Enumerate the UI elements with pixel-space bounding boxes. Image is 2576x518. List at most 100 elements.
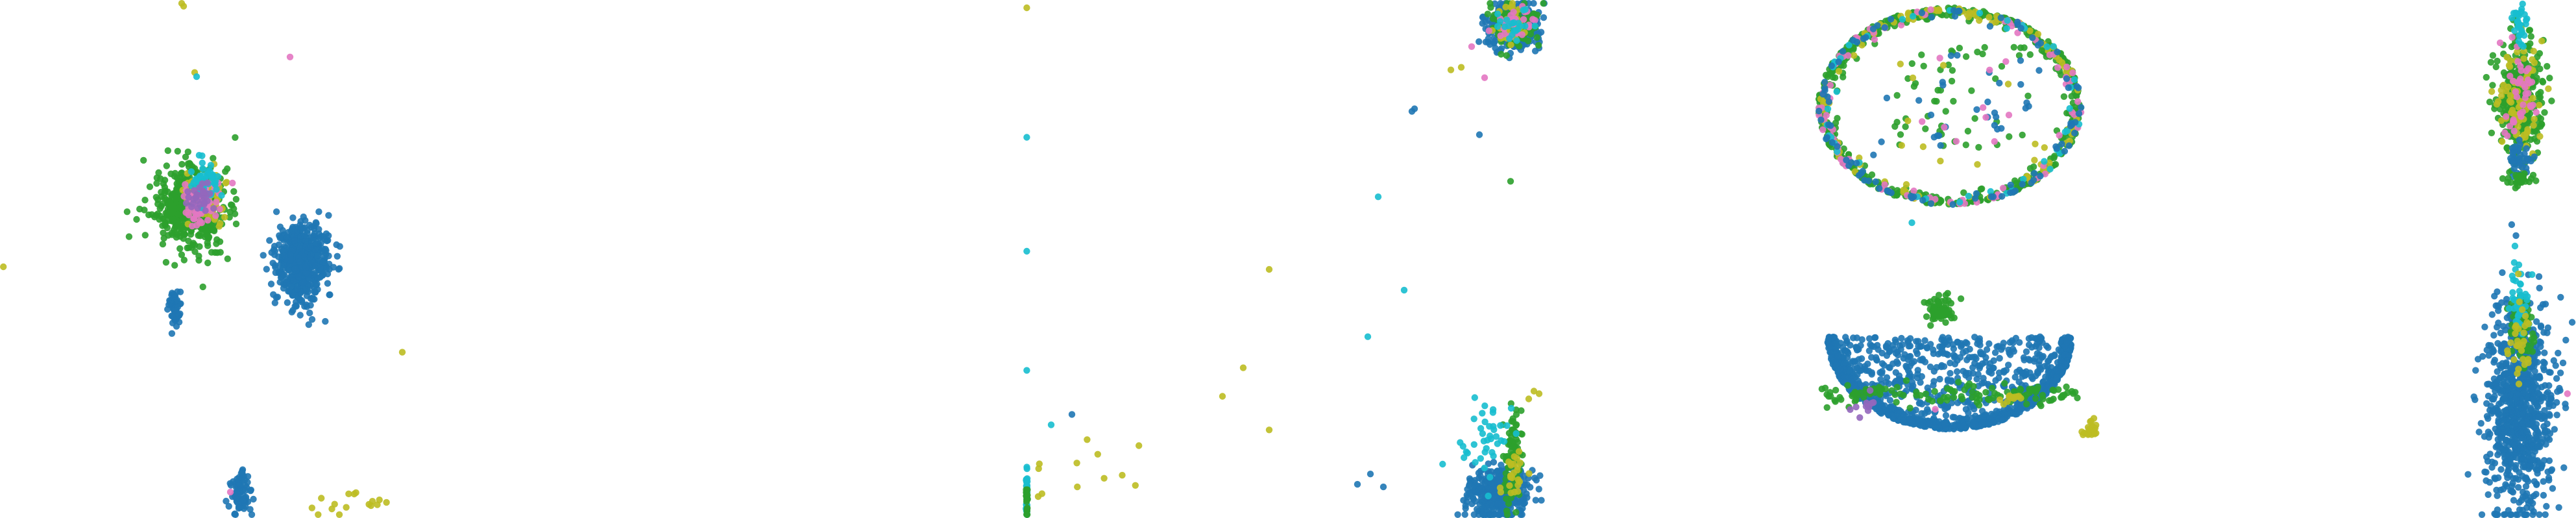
scatter-point bbox=[306, 221, 313, 228]
scatter-point bbox=[1969, 10, 1976, 18]
scatter-point bbox=[1535, 486, 1542, 493]
scatter-point bbox=[1834, 143, 1841, 150]
scatter-point bbox=[204, 259, 212, 267]
scatter-point bbox=[185, 238, 192, 245]
scatter-point bbox=[183, 199, 190, 207]
scatter-point bbox=[1400, 286, 1408, 294]
scatter-point bbox=[1505, 22, 1512, 30]
scatter-point bbox=[1858, 336, 1865, 343]
scatter-point bbox=[174, 147, 181, 155]
scatter-point bbox=[178, 160, 186, 168]
scatter-point bbox=[1917, 356, 1924, 364]
scatter-point bbox=[1532, 497, 1539, 504]
scatter-point bbox=[208, 175, 216, 182]
scatter-point bbox=[210, 154, 217, 162]
scatter-point bbox=[1472, 459, 1479, 466]
scatter-point bbox=[1944, 351, 1952, 358]
scatter-point bbox=[2047, 166, 2054, 173]
scatter-point bbox=[173, 234, 180, 241]
scatter-point bbox=[1918, 343, 1925, 350]
scatter-point bbox=[1931, 388, 1938, 395]
scatter-point bbox=[2009, 345, 2017, 352]
scatter-point bbox=[1471, 476, 1479, 484]
scatter-point bbox=[1893, 399, 1900, 406]
scatter-point bbox=[1970, 383, 1977, 390]
scatter-point bbox=[296, 258, 304, 265]
scatter-point bbox=[1920, 62, 1927, 70]
scatter-point bbox=[1953, 368, 1961, 375]
scatter-point bbox=[319, 233, 326, 240]
scatter-point bbox=[196, 243, 203, 250]
scatter-point bbox=[2037, 402, 2045, 410]
scatter-point bbox=[1470, 441, 1477, 448]
scatter-point bbox=[271, 299, 278, 306]
scatter-point bbox=[1878, 349, 1886, 357]
scatter-point bbox=[1827, 349, 1834, 356]
scatter-point bbox=[1084, 436, 1091, 443]
scatter-point bbox=[1971, 115, 1978, 122]
scatter-point bbox=[325, 232, 332, 240]
scatter-point bbox=[1854, 345, 1861, 352]
scatter-point bbox=[283, 278, 290, 286]
scatter-point bbox=[1873, 356, 1880, 364]
scatter-point bbox=[1877, 391, 1884, 398]
scatter-point bbox=[161, 194, 168, 202]
scatter-point bbox=[1979, 360, 1986, 367]
scatter-point bbox=[1490, 458, 1498, 466]
scatter-point bbox=[1468, 500, 1476, 508]
scatter-point bbox=[1984, 395, 1992, 402]
scatter-point bbox=[1489, 406, 1497, 413]
scatter-point bbox=[314, 275, 321, 282]
scatter-point bbox=[1439, 460, 1446, 468]
scatter-point bbox=[182, 209, 189, 216]
scatter-point bbox=[1966, 345, 1973, 353]
scatter-point bbox=[1515, 448, 1523, 455]
scatter-point bbox=[1477, 455, 1484, 462]
scatter-point bbox=[232, 195, 240, 203]
scatter-point bbox=[141, 232, 149, 239]
scatter-point bbox=[164, 188, 171, 195]
scatter-point bbox=[1997, 14, 2004, 21]
scatter-point bbox=[1510, 8, 1517, 16]
scatter-point bbox=[204, 217, 212, 224]
scatter-point bbox=[1485, 35, 1492, 42]
scatter-point bbox=[1922, 390, 1930, 397]
scatter-point bbox=[1506, 482, 1513, 489]
scatter-point bbox=[1908, 60, 1915, 68]
scatter-point bbox=[1832, 340, 1839, 347]
scatter-point bbox=[247, 506, 254, 513]
scatter-point bbox=[1927, 6, 1934, 14]
scatter-point bbox=[1962, 53, 1970, 60]
scatter-point bbox=[2053, 145, 2061, 152]
scatter-point bbox=[2017, 406, 2024, 413]
scatter-point bbox=[308, 315, 316, 323]
scatter-point bbox=[216, 206, 223, 213]
scatter-point bbox=[217, 249, 224, 256]
scatter-point bbox=[159, 240, 167, 248]
scatter-point bbox=[1265, 265, 1273, 273]
scatter-point bbox=[1503, 422, 1511, 429]
scatter-point bbox=[1481, 402, 1488, 410]
scatter-point bbox=[1931, 97, 1938, 105]
scatter-point bbox=[185, 193, 192, 201]
scatter-point bbox=[207, 162, 215, 169]
scatter-point bbox=[2023, 348, 2030, 355]
scatter-point bbox=[287, 251, 294, 258]
scatter-point bbox=[1494, 23, 1501, 30]
scatter-point bbox=[228, 201, 236, 209]
scatter-point bbox=[1900, 391, 1907, 399]
scatter-point bbox=[1525, 395, 1533, 402]
scatter-point bbox=[2075, 110, 2083, 117]
scatter-point bbox=[1507, 41, 1514, 49]
scatter-point bbox=[1503, 16, 1511, 23]
scatter-point bbox=[335, 265, 342, 273]
scatter-point bbox=[188, 168, 195, 175]
scatter-point bbox=[1497, 32, 1504, 40]
scatter-point bbox=[1941, 123, 1948, 131]
scatter-point bbox=[307, 243, 314, 251]
scatter-point bbox=[2017, 80, 2024, 88]
scatter-point bbox=[184, 188, 191, 195]
scatter-point bbox=[226, 480, 234, 487]
scatter-point bbox=[286, 266, 293, 273]
scatter-point bbox=[274, 253, 282, 260]
